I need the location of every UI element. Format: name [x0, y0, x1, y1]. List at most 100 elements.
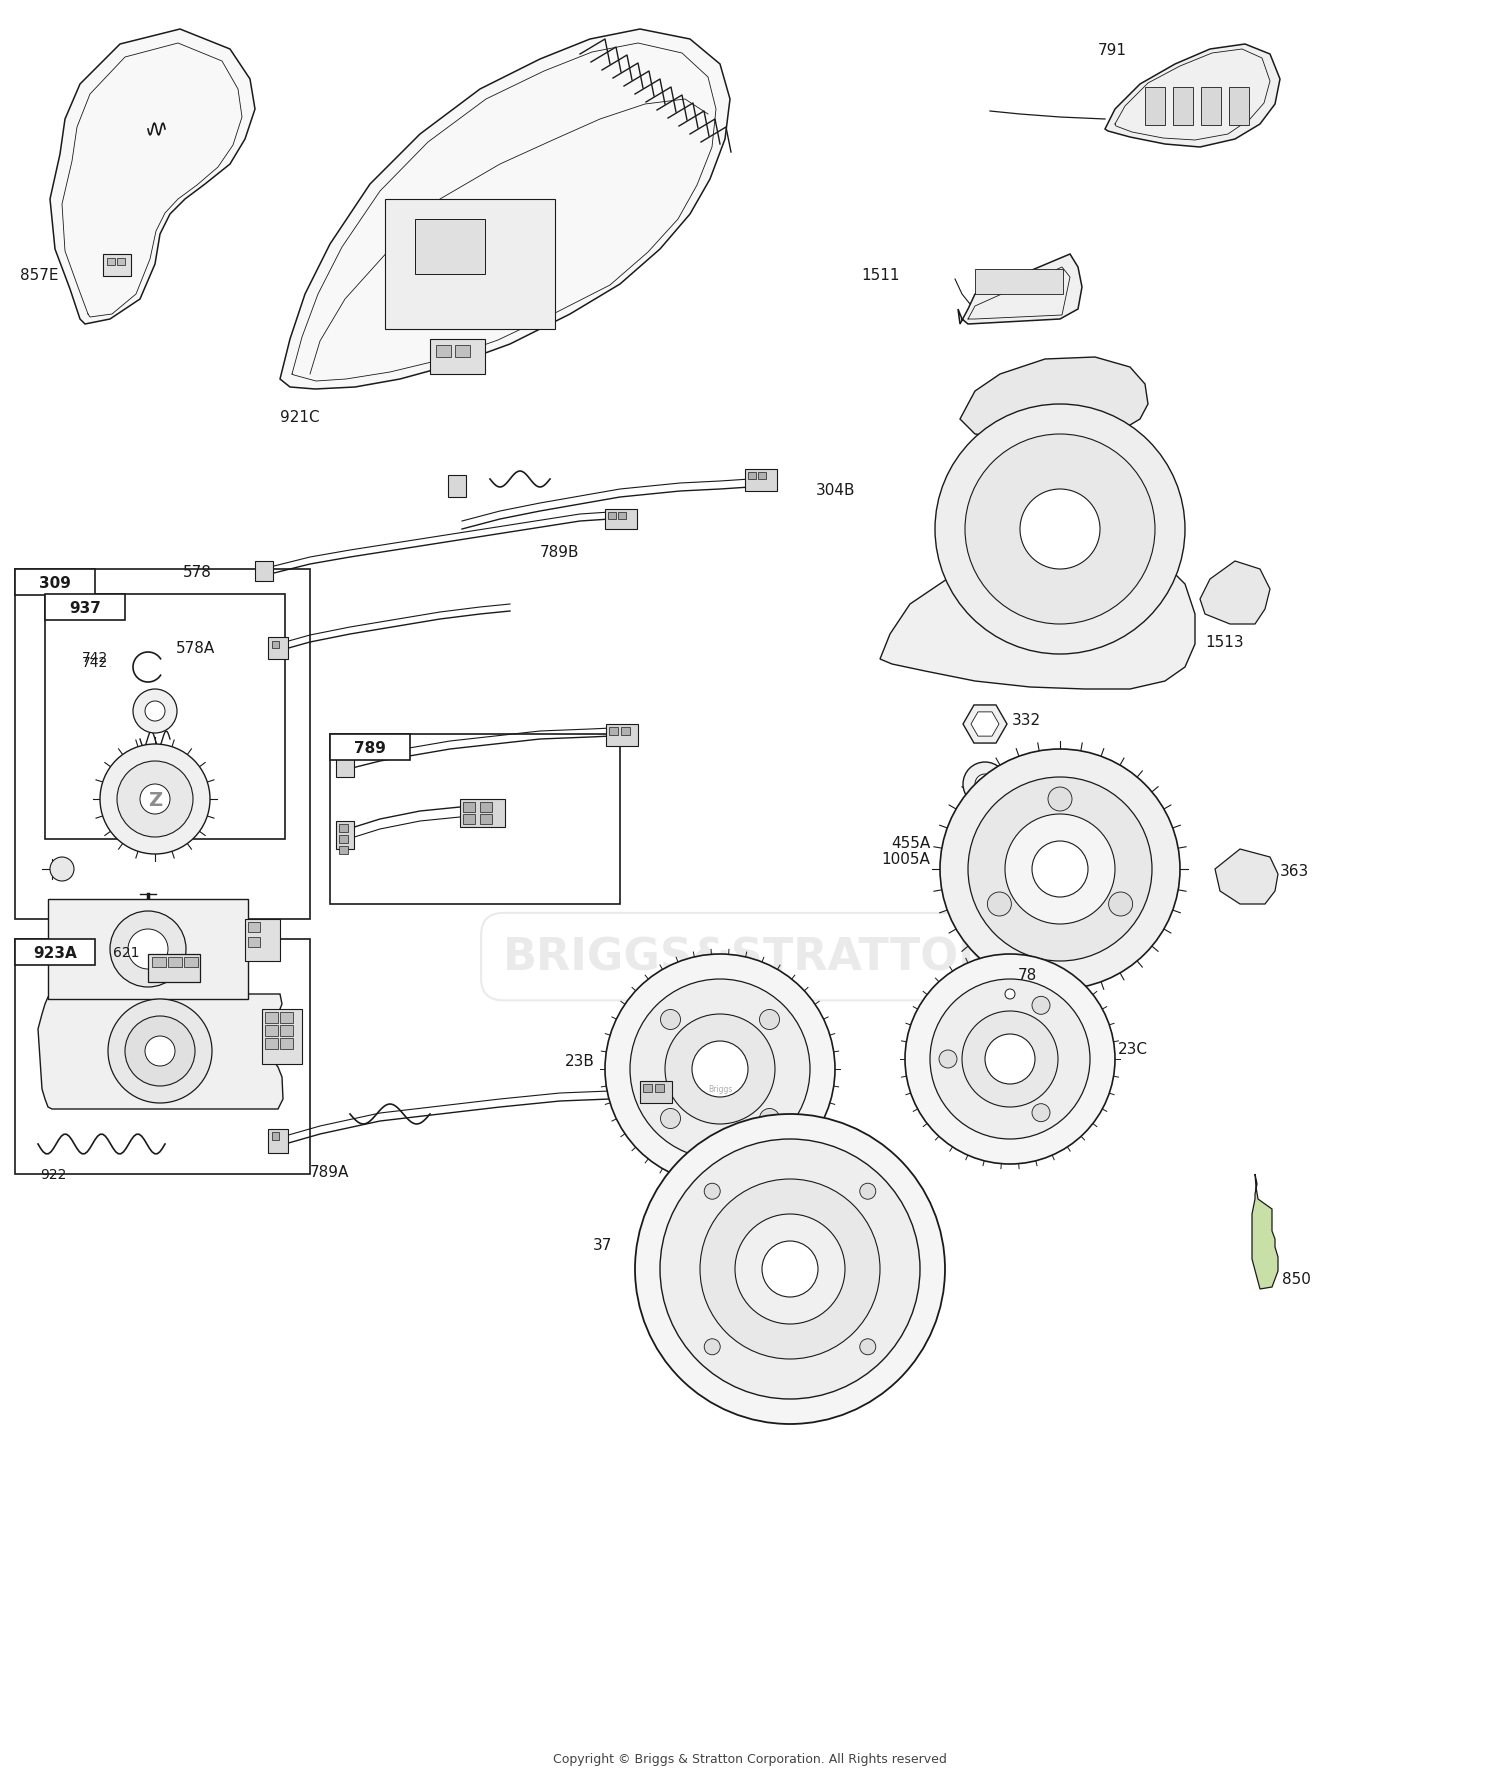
- Circle shape: [934, 404, 1185, 655]
- Circle shape: [759, 1011, 780, 1030]
- Text: Briggs: Briggs: [708, 1084, 732, 1093]
- Text: 363: 363: [1280, 864, 1310, 878]
- Bar: [339, 825, 348, 832]
- Text: 309: 309: [39, 576, 70, 590]
- Circle shape: [978, 828, 1022, 871]
- Circle shape: [660, 1140, 920, 1399]
- Circle shape: [1005, 989, 1016, 1000]
- Bar: [330, 735, 410, 760]
- Bar: [1144, 88, 1166, 125]
- Bar: [480, 814, 492, 825]
- Text: 789A: 789A: [310, 1165, 350, 1179]
- Circle shape: [859, 1338, 876, 1354]
- Bar: [262, 1009, 302, 1064]
- Bar: [280, 1038, 292, 1050]
- Bar: [606, 725, 638, 746]
- Circle shape: [975, 775, 994, 794]
- Text: 304B: 304B: [816, 483, 855, 497]
- Bar: [266, 1025, 278, 1036]
- Bar: [339, 846, 348, 855]
- Text: 742: 742: [81, 655, 108, 669]
- Text: 857E: 857E: [20, 267, 58, 283]
- Text: 791: 791: [1098, 43, 1126, 57]
- Bar: [280, 1025, 292, 1036]
- Circle shape: [108, 1000, 211, 1104]
- Circle shape: [704, 1184, 720, 1200]
- Bar: [436, 345, 451, 358]
- Circle shape: [692, 1041, 748, 1097]
- Text: 789: 789: [354, 741, 386, 755]
- Bar: [45, 594, 285, 839]
- Bar: [148, 955, 200, 982]
- Bar: [416, 220, 484, 276]
- Text: 23C: 23C: [1118, 1041, 1148, 1057]
- Bar: [15, 569, 310, 920]
- Text: 1513: 1513: [1204, 635, 1243, 649]
- Text: Z: Z: [148, 791, 162, 809]
- Circle shape: [962, 1011, 1058, 1107]
- Bar: [248, 923, 259, 932]
- Polygon shape: [958, 254, 1082, 326]
- Text: 923A: 923A: [33, 945, 76, 961]
- Circle shape: [664, 1014, 776, 1123]
- Bar: [336, 821, 354, 850]
- Circle shape: [117, 762, 194, 837]
- Circle shape: [634, 1115, 945, 1424]
- Text: 921C: 921C: [280, 410, 320, 424]
- Circle shape: [759, 1109, 780, 1129]
- Bar: [184, 957, 198, 968]
- Text: 332: 332: [1013, 712, 1041, 726]
- Circle shape: [630, 979, 810, 1159]
- Bar: [464, 803, 476, 812]
- Text: 1005A: 1005A: [880, 852, 930, 868]
- Circle shape: [660, 1109, 681, 1129]
- Bar: [748, 472, 756, 479]
- Text: 621: 621: [114, 945, 140, 959]
- Bar: [330, 735, 620, 905]
- Polygon shape: [880, 540, 1196, 689]
- Circle shape: [964, 814, 1035, 884]
- Circle shape: [660, 1011, 681, 1030]
- Bar: [430, 340, 484, 374]
- Bar: [609, 728, 618, 735]
- Bar: [280, 1013, 292, 1023]
- Text: 937: 937: [69, 599, 100, 615]
- Bar: [15, 939, 94, 966]
- Bar: [168, 957, 182, 968]
- Bar: [106, 259, 116, 267]
- Circle shape: [859, 1184, 876, 1200]
- Bar: [15, 569, 94, 596]
- Polygon shape: [1252, 1174, 1278, 1290]
- Circle shape: [134, 689, 177, 733]
- Bar: [448, 476, 466, 497]
- Circle shape: [1005, 814, 1114, 925]
- Bar: [48, 900, 248, 1000]
- Circle shape: [100, 744, 210, 855]
- Bar: [644, 1084, 652, 1093]
- Circle shape: [940, 750, 1180, 989]
- Text: BRIGGS&STRATTON: BRIGGS&STRATTON: [504, 936, 996, 979]
- Text: 742: 742: [81, 651, 108, 666]
- Text: 37: 37: [592, 1236, 612, 1252]
- Bar: [454, 345, 470, 358]
- Bar: [656, 1084, 664, 1093]
- Circle shape: [939, 1050, 957, 1068]
- Polygon shape: [1106, 45, 1280, 148]
- Circle shape: [735, 1215, 844, 1324]
- Bar: [45, 594, 125, 621]
- Text: 578: 578: [183, 564, 211, 580]
- Bar: [266, 1038, 278, 1050]
- Bar: [15, 939, 310, 1174]
- Bar: [266, 1013, 278, 1023]
- Circle shape: [1048, 787, 1072, 812]
- Circle shape: [1108, 893, 1132, 916]
- Text: 23B: 23B: [566, 1054, 596, 1068]
- Circle shape: [50, 857, 74, 882]
- Circle shape: [146, 701, 165, 721]
- Circle shape: [604, 955, 836, 1184]
- Circle shape: [140, 785, 170, 814]
- Bar: [104, 254, 130, 277]
- Circle shape: [986, 1034, 1035, 1084]
- Text: 668: 668: [1013, 773, 1041, 787]
- Text: 455A: 455A: [891, 835, 930, 850]
